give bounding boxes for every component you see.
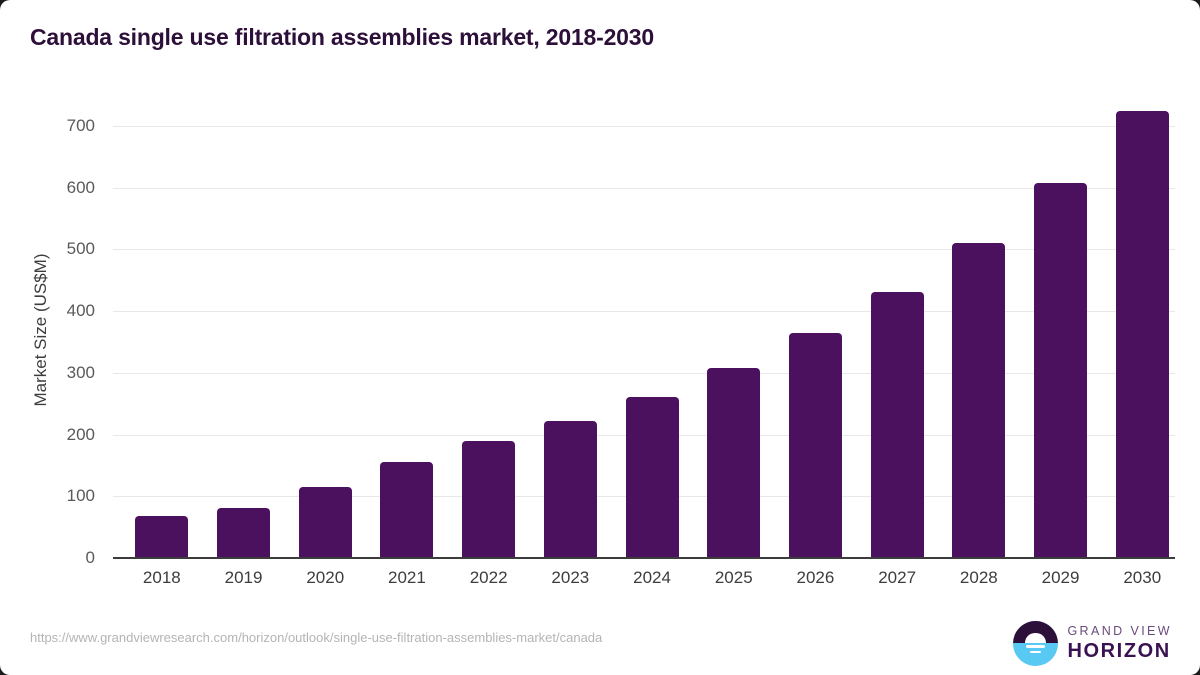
logo-text: GRAND VIEW HORIZON (1067, 625, 1172, 662)
x-axis-line (113, 557, 1175, 559)
bar-2021[interactable] (380, 461, 434, 558)
logo-sky-half (1013, 620, 1059, 643)
bar-2028[interactable] (952, 243, 1006, 558)
logo-line-grand-view: GRAND VIEW (1067, 623, 1172, 638)
bar-2026[interactable] (788, 332, 842, 558)
brand-logo[interactable]: GRAND VIEW HORIZON (1013, 619, 1172, 667)
x-tick-label-2019: 2019 (224, 568, 263, 587)
y-axis-title: Market Size (US$M) (31, 252, 50, 407)
horizon-sun-circle-icon (1013, 620, 1059, 666)
x-tick-label-2027: 2027 (878, 568, 917, 587)
bar-2019[interactable] (217, 508, 271, 558)
gridline (113, 311, 1175, 313)
bar-2023[interactable] (543, 421, 597, 558)
bar-2029[interactable] (1034, 182, 1088, 558)
y-tick-label: 300 (66, 362, 95, 382)
bar-2024[interactable] (625, 396, 679, 558)
bar-2025[interactable] (707, 367, 761, 558)
gridline (113, 187, 1175, 189)
gridline (113, 126, 1175, 127)
bar-2030[interactable] (1115, 110, 1169, 558)
page-title: Canada single use filtration assemblies … (30, 24, 654, 50)
bar-2027[interactable] (870, 292, 924, 558)
y-tick-label: 0 (85, 548, 95, 567)
y-tick-label: 400 (66, 301, 95, 321)
plot-area: Market Size (US$M) 0 100 200 300 400 500 600 70… (31, 100, 1175, 587)
bar-2018[interactable] (135, 516, 189, 558)
source-url[interactable]: https://www.grandviewresearch.com/horizo… (30, 630, 603, 645)
x-tick-label-2023: 2023 (551, 568, 590, 587)
logo-ray-upper (1026, 645, 1046, 649)
x-tick-label-2020: 2020 (306, 568, 345, 587)
x-tick-label-2024: 2024 (633, 568, 671, 587)
y-tick-label: 200 (66, 424, 95, 444)
bar-2022[interactable] (462, 441, 516, 558)
logo-sun-icon (1025, 632, 1047, 643)
x-tick-label-2029: 2029 (1041, 568, 1080, 587)
x-tick-label-2026: 2026 (796, 568, 835, 587)
x-tick-label-2022: 2022 (469, 568, 508, 587)
y-tick-label: 700 (66, 116, 95, 135)
x-tick-label-2028: 2028 (959, 568, 998, 587)
y-tick-label: 500 (66, 239, 95, 259)
logo-line-horizon: HORIZON (1067, 640, 1171, 663)
gridline (113, 372, 1175, 374)
x-tick-label-2018: 2018 (142, 568, 181, 587)
logo-ray-lower (1030, 650, 1042, 654)
x-tick-label-2025: 2025 (714, 568, 753, 587)
x-tick-label-2030: 2030 (1123, 568, 1162, 587)
y-tick-label: 600 (66, 177, 95, 197)
gridline (113, 249, 1175, 251)
y-tick-label: 100 (66, 486, 95, 506)
x-tick-label-2021: 2021 (388, 568, 426, 587)
bar-2020[interactable] (298, 487, 352, 558)
